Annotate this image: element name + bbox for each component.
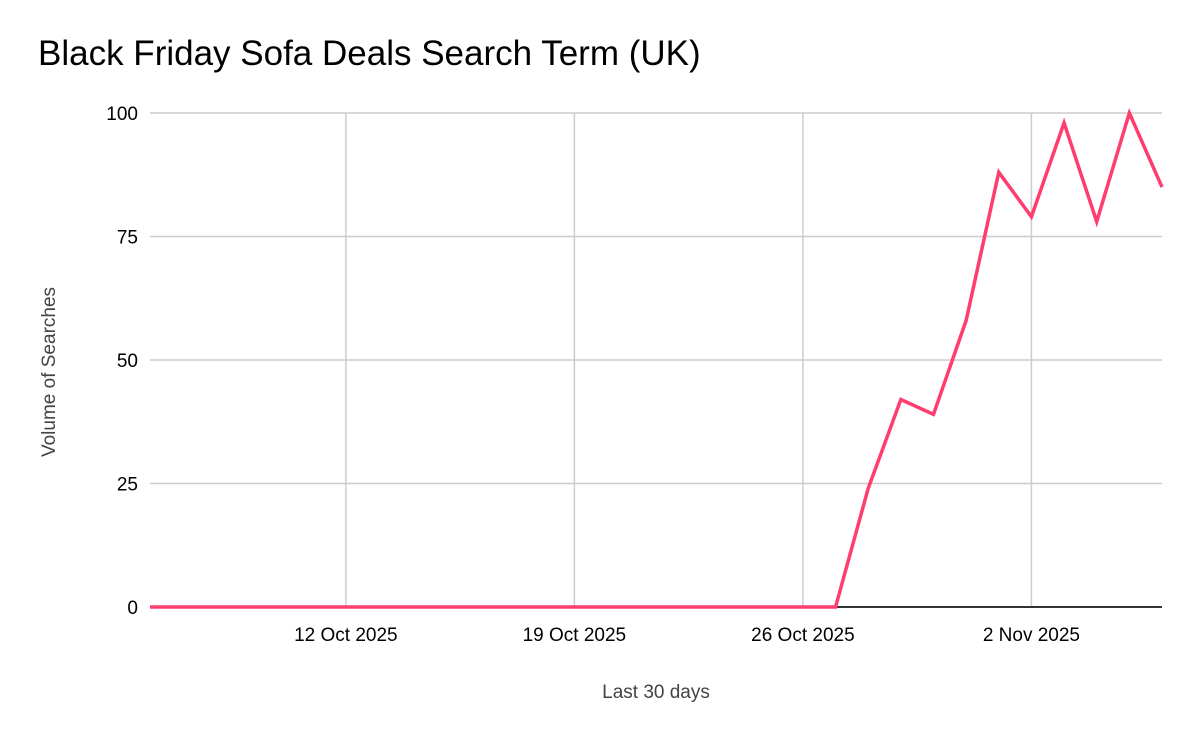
x-tick-label: 2 Nov 2025 bbox=[983, 625, 1080, 646]
y-tick-label: 25 bbox=[117, 475, 138, 496]
y-tick-label: 100 bbox=[106, 104, 138, 125]
x-tick-label: 19 Oct 2025 bbox=[523, 625, 627, 646]
y-tick-label: 0 bbox=[127, 598, 138, 619]
y-axis-title: Volume of Searches bbox=[39, 287, 60, 457]
series-line bbox=[150, 107, 1164, 609]
x-tick-label: 26 Oct 2025 bbox=[751, 625, 855, 646]
y-tick-label: 50 bbox=[117, 351, 138, 372]
x-tick-label: 12 Oct 2025 bbox=[294, 625, 398, 646]
chart-title: Black Friday Sofa Deals Search Term (UK) bbox=[38, 34, 701, 73]
x-axis-title: Last 30 days bbox=[602, 682, 710, 703]
y-tick-label: 75 bbox=[117, 228, 138, 249]
